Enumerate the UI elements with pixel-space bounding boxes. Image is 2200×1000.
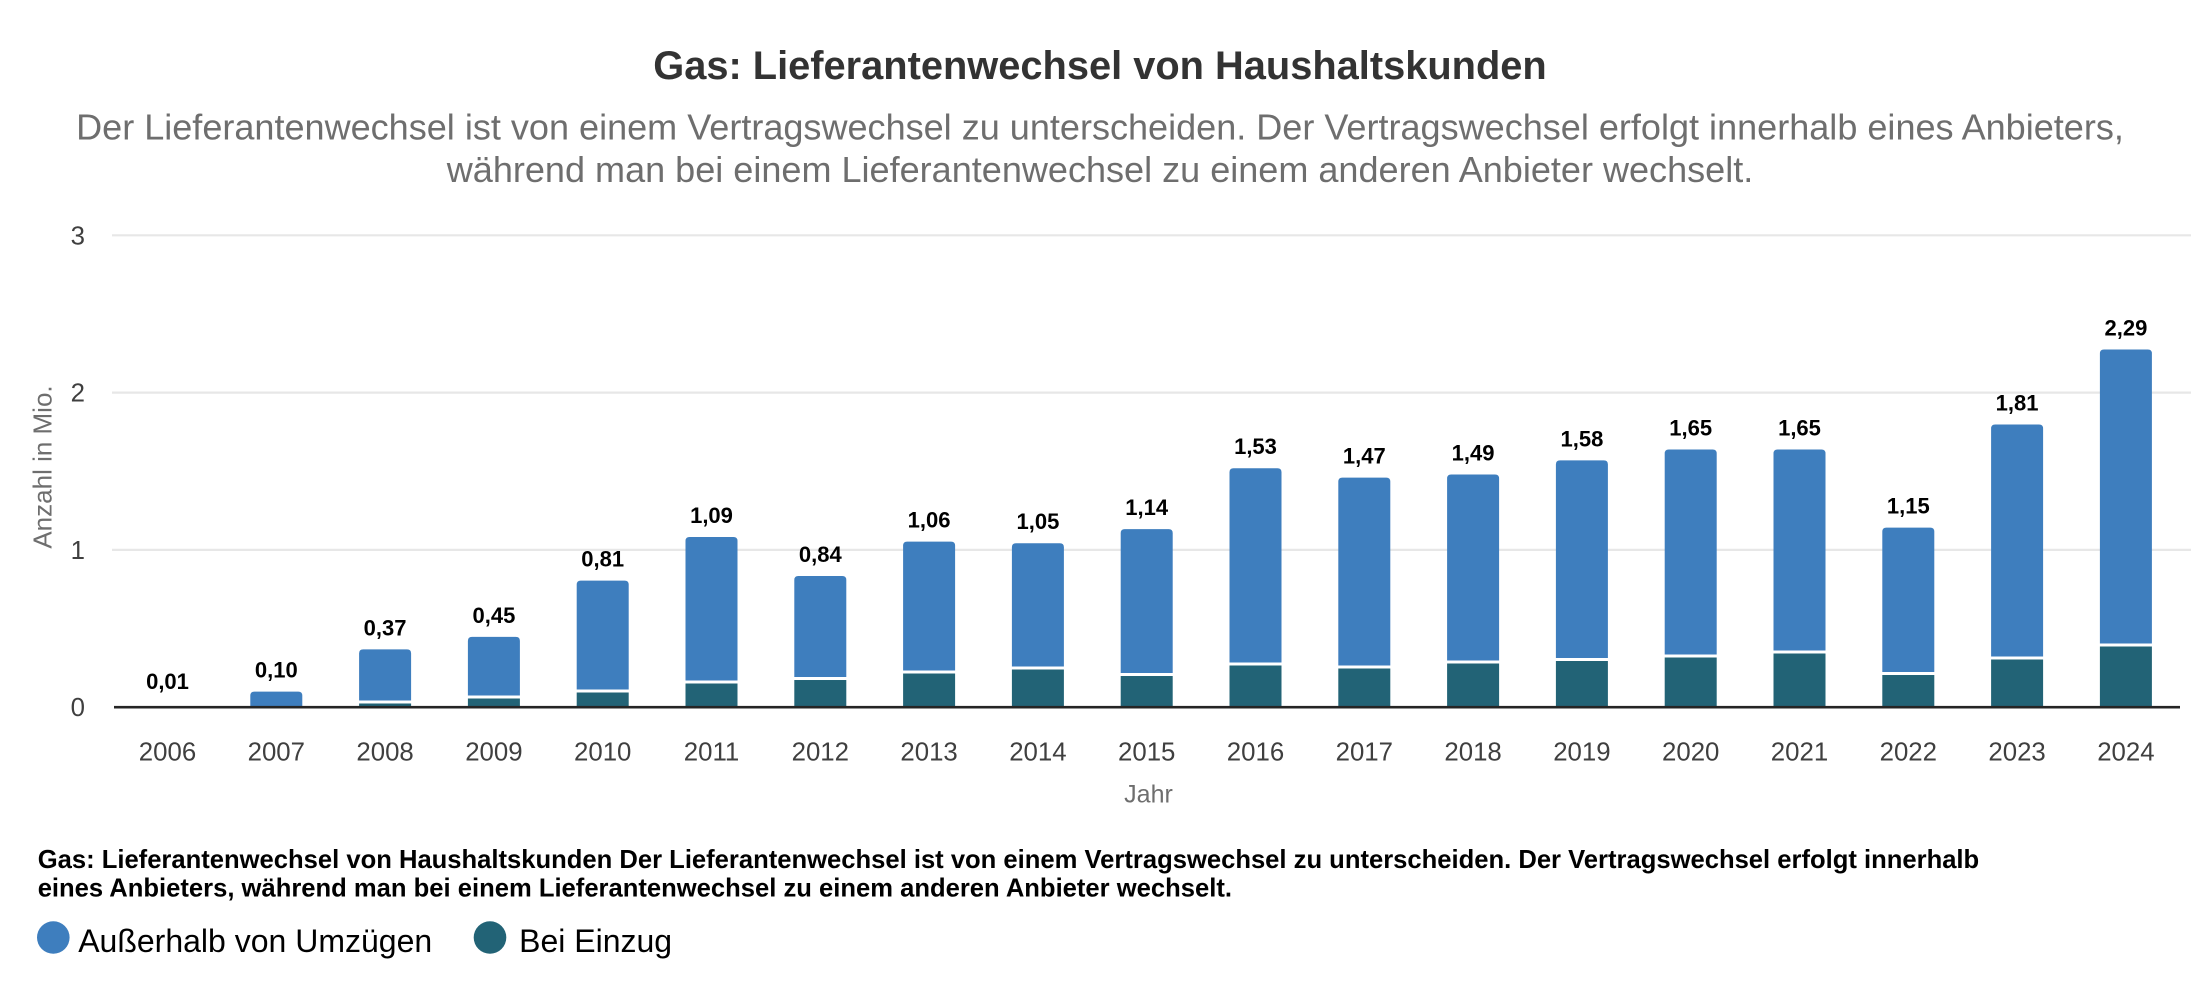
svg-text:1,53: 1,53 xyxy=(1234,434,1277,459)
svg-text:0,84: 0,84 xyxy=(799,542,843,567)
svg-text:1: 1 xyxy=(71,537,85,565)
svg-text:1,47: 1,47 xyxy=(1343,444,1386,469)
svg-text:2010: 2010 xyxy=(574,739,631,767)
svg-text:eines Anbieters, während man b: eines Anbieters, während man bei einem L… xyxy=(38,875,1232,903)
svg-text:1,06: 1,06 xyxy=(908,508,951,533)
svg-text:1,81: 1,81 xyxy=(1996,391,2039,416)
svg-text:2018: 2018 xyxy=(1444,739,1501,767)
svg-text:während man bei einem Lieferan: während man bei einem Lieferantenwechsel… xyxy=(446,149,1754,190)
svg-text:2011: 2011 xyxy=(684,739,739,767)
svg-text:2013: 2013 xyxy=(900,739,957,767)
svg-text:2016: 2016 xyxy=(1227,739,1284,767)
svg-text:0: 0 xyxy=(71,694,85,722)
svg-text:2017: 2017 xyxy=(1336,739,1393,767)
svg-text:1,09: 1,09 xyxy=(690,503,733,528)
svg-text:2008: 2008 xyxy=(356,739,413,767)
svg-text:2007: 2007 xyxy=(248,739,305,767)
svg-text:2023: 2023 xyxy=(1988,739,2045,767)
svg-text:Gas: Lieferantenwechsel von Ha: Gas: Lieferantenwechsel von Haushaltskun… xyxy=(38,846,1980,874)
svg-text:2006: 2006 xyxy=(139,739,196,767)
svg-text:1,14: 1,14 xyxy=(1125,495,1169,520)
svg-text:2021: 2021 xyxy=(1771,739,1828,767)
svg-text:2,29: 2,29 xyxy=(2104,316,2147,341)
svg-text:Bei Einzug: Bei Einzug xyxy=(519,923,672,959)
svg-text:1,65: 1,65 xyxy=(1669,416,1712,441)
svg-text:2012: 2012 xyxy=(792,739,849,767)
svg-text:0,37: 0,37 xyxy=(364,615,407,640)
svg-text:1,15: 1,15 xyxy=(1887,494,1930,519)
svg-text:1,58: 1,58 xyxy=(1560,426,1603,451)
svg-text:2019: 2019 xyxy=(1553,739,1610,767)
svg-text:Außerhalb von Umzügen: Außerhalb von Umzügen xyxy=(78,923,432,959)
svg-text:0,10: 0,10 xyxy=(255,658,298,683)
svg-text:Anzahl in Mio.: Anzahl in Mio. xyxy=(28,385,58,548)
svg-text:Jahr: Jahr xyxy=(1124,780,1173,808)
svg-text:2024: 2024 xyxy=(2097,739,2154,767)
svg-text:2009: 2009 xyxy=(465,739,522,767)
svg-text:2014: 2014 xyxy=(1009,739,1066,767)
svg-text:1,05: 1,05 xyxy=(1016,509,1059,534)
svg-text:0,81: 0,81 xyxy=(581,547,624,572)
svg-text:2015: 2015 xyxy=(1118,739,1175,767)
svg-text:0,45: 0,45 xyxy=(472,603,515,628)
svg-text:1,65: 1,65 xyxy=(1778,416,1821,441)
svg-text:Gas: Lieferantenwechsel von Ha: Gas: Lieferantenwechsel von Haushaltskun… xyxy=(653,44,1546,88)
svg-text:2020: 2020 xyxy=(1662,739,1719,767)
svg-text:2: 2 xyxy=(71,380,85,408)
svg-text:1,49: 1,49 xyxy=(1452,441,1495,466)
svg-text:Der Lieferantenwechsel ist von: Der Lieferantenwechsel ist von einem Ver… xyxy=(76,107,2124,148)
svg-text:0,01: 0,01 xyxy=(146,669,189,694)
svg-text:2022: 2022 xyxy=(1880,739,1937,767)
svg-text:3: 3 xyxy=(71,222,85,250)
